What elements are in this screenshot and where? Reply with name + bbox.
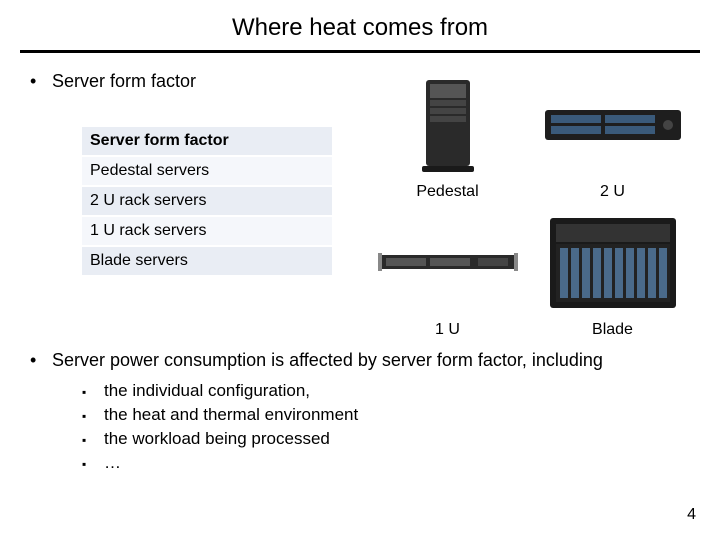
form-factor-table: Server form factor Pedestal servers 2 U … <box>82 127 332 277</box>
square-bullet-icon: ▪ <box>82 405 104 427</box>
table-row: 1 U rack servers <box>82 216 332 246</box>
sub-list: ▪ the individual configuration, ▪ the he… <box>82 381 690 475</box>
table-row: Pedestal servers <box>82 156 332 186</box>
content-area: • Server form factor Server form factor … <box>0 71 720 92</box>
blade-cell: Blade <box>535 209 690 339</box>
table-header: Server form factor <box>82 127 332 156</box>
bullet-1-text: Server form factor <box>52 71 196 92</box>
sub-item-text: the heat and thermal environment <box>104 405 358 425</box>
two-u-server-icon <box>543 106 683 144</box>
slide-title: Where heat comes from <box>0 0 720 50</box>
sub-item: ▪ … <box>82 453 690 475</box>
sub-item: ▪ the heat and thermal environment <box>82 405 690 427</box>
table-row: 2 U rack servers <box>82 186 332 216</box>
bullet-2: • Server power consumption is affected b… <box>30 350 690 371</box>
square-bullet-icon: ▪ <box>82 453 104 475</box>
two-u-label: 2 U <box>600 179 625 201</box>
sub-item: ▪ the workload being processed <box>82 429 690 451</box>
sub-item-text: … <box>104 453 121 473</box>
sub-item-text: the workload being processed <box>104 429 330 449</box>
sub-item: ▪ the individual configuration, <box>82 381 690 403</box>
two-u-cell: 2 U <box>535 71 690 201</box>
bullet-marker: • <box>30 71 52 92</box>
pedestal-label: Pedestal <box>416 179 478 201</box>
square-bullet-icon: ▪ <box>82 429 104 451</box>
one-u-label: 1 U <box>435 317 460 339</box>
bullet-2-text: Server power consumption is affected by … <box>52 350 603 371</box>
lower-content: • Server power consumption is affected b… <box>30 350 690 477</box>
title-underline <box>20 50 700 53</box>
pedestal-cell: Pedestal <box>370 71 525 201</box>
one-u-cell: 1 U <box>370 209 525 339</box>
table-row: Blade servers <box>82 246 332 276</box>
blade-label: Blade <box>592 317 633 339</box>
square-bullet-icon: ▪ <box>82 381 104 403</box>
one-u-server-icon <box>378 249 518 277</box>
pedestal-server-icon <box>418 78 478 173</box>
sub-item-text: the individual configuration, <box>104 381 310 401</box>
server-images-grid: Pedestal 2 U <box>370 71 690 339</box>
bullet-marker: • <box>30 350 52 371</box>
page-number: 4 <box>687 506 696 524</box>
blade-server-icon <box>548 216 678 311</box>
